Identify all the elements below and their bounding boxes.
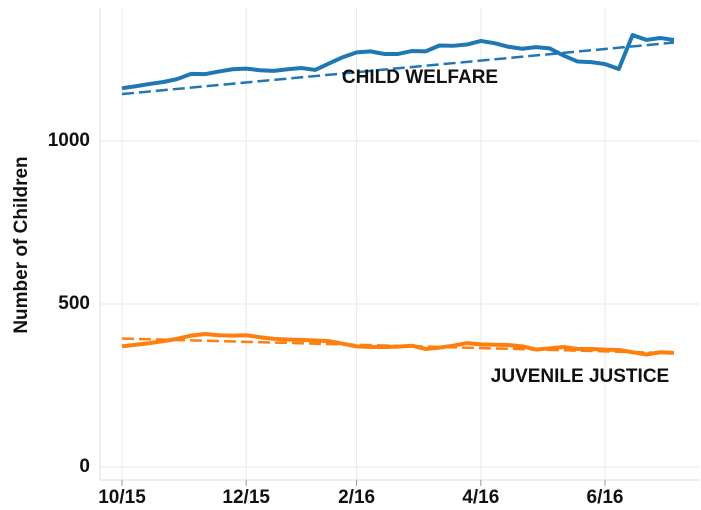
series-line	[121, 331, 675, 357]
x-tick-label: 6/16	[587, 487, 624, 508]
x-tick-label: 4/16	[462, 487, 499, 508]
x-tick-label: 12/15	[222, 487, 270, 508]
x-tick-label: 2/16	[338, 487, 375, 508]
y-tick-label: 1000	[48, 130, 90, 151]
series-label: CHILD WELFARE	[342, 67, 498, 88]
x-tick-label: 10/15	[98, 487, 146, 508]
y-axis-label: Number of Children	[11, 156, 32, 333]
y-tick-label: 0	[79, 456, 90, 477]
series-line	[121, 33, 675, 91]
y-tick-label: 500	[58, 293, 90, 314]
series-label: JUVENILE JUSTICE	[491, 366, 669, 387]
trend-line	[121, 41, 675, 96]
